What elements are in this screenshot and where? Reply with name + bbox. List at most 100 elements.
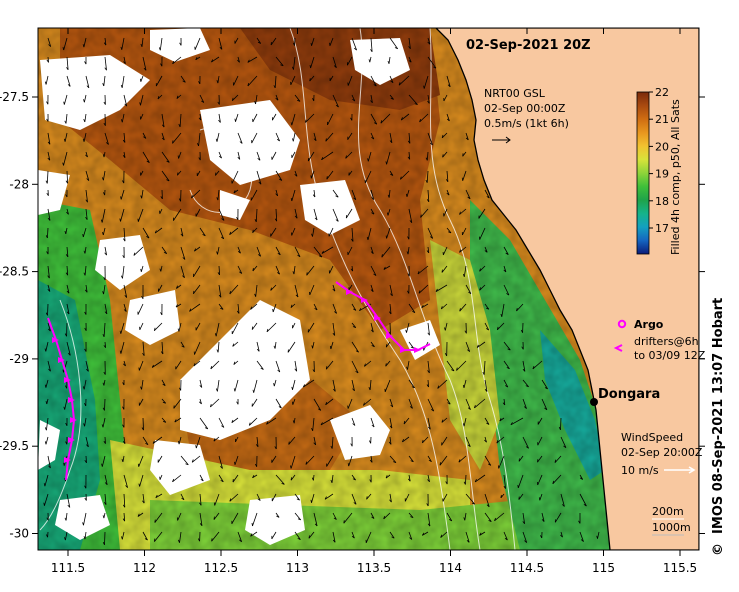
current-vector-head (258, 181, 262, 185)
current-vector (389, 455, 397, 463)
current-vector-head (479, 532, 482, 536)
current-vector-head (172, 60, 175, 64)
current-vector (47, 322, 51, 332)
current-vector-head (83, 118, 86, 123)
current-vector (306, 265, 315, 276)
current-vector-head (270, 287, 272, 291)
current-vector (408, 37, 411, 49)
current-vector (104, 303, 108, 314)
current-vector-head (275, 97, 279, 101)
current-vector (139, 474, 144, 487)
current-vector (256, 436, 259, 447)
current-vector-head (290, 198, 293, 202)
current-vector (498, 455, 505, 469)
current-vector (459, 246, 467, 253)
current-vector-head (544, 407, 548, 411)
current-vector-head (525, 446, 529, 449)
current-vector (427, 246, 430, 253)
current-vector-head (85, 216, 88, 220)
current-vector-head (123, 363, 126, 367)
current-vector (478, 208, 486, 219)
current-vector-head (442, 154, 444, 158)
current-vector-head (370, 251, 374, 254)
current-vector (389, 303, 392, 315)
bathymetry-contours (39, 28, 516, 550)
current-vector-head (406, 251, 409, 255)
current-vector (294, 37, 296, 46)
current-vector-head (281, 483, 285, 485)
current-vector (427, 360, 430, 373)
current-vector-head (104, 482, 108, 486)
current-vector-head (393, 461, 397, 463)
current-vector (484, 417, 490, 425)
current-vector-head (120, 46, 123, 50)
current-vector (275, 170, 283, 181)
current-vector (66, 265, 69, 276)
current-vector-head (335, 219, 339, 222)
current-vector-head (426, 384, 429, 388)
current-vector (310, 170, 315, 179)
current-vector-head (102, 83, 105, 87)
current-vector (370, 189, 375, 200)
current-vector (275, 265, 280, 275)
current-vector (427, 455, 432, 462)
current-vector (275, 132, 280, 142)
current-vector (347, 56, 353, 66)
current-vector (123, 132, 126, 143)
current-vector-head (247, 59, 250, 63)
current-vector (427, 94, 430, 104)
current-vector-head (444, 353, 448, 357)
current-vector (408, 531, 413, 540)
current-vector (199, 474, 204, 482)
current-vector (484, 189, 490, 199)
current-vector (65, 227, 68, 234)
current-vector (351, 531, 355, 539)
current-vector-head (479, 287, 481, 291)
current-vector (370, 417, 375, 428)
current-vector (476, 341, 486, 348)
current-vector (364, 170, 372, 184)
current-vector-head (368, 59, 371, 63)
current-vector (439, 455, 448, 466)
current-vector (66, 493, 71, 508)
current-vector-head (486, 504, 490, 508)
current-vector-head (381, 254, 383, 258)
current-vector (440, 531, 448, 538)
current-vector (210, 398, 220, 408)
current-vector (47, 265, 50, 279)
current-vector (484, 322, 490, 331)
current-vector-head (47, 141, 51, 145)
current-vector-head (175, 304, 178, 308)
current-vector (63, 37, 68, 51)
current-vector-head (102, 231, 104, 236)
current-vector (291, 151, 296, 158)
current-vector-head (419, 118, 421, 123)
current-vector (332, 208, 339, 222)
current-vector (311, 493, 315, 503)
current-vector (237, 132, 243, 144)
current-vector-head (216, 80, 219, 84)
current-vector (510, 417, 524, 426)
current-vector (420, 208, 429, 218)
current-vector (161, 151, 170, 163)
current-vector-head (423, 85, 425, 89)
current-vector (66, 208, 69, 215)
current-vector-head (538, 497, 541, 501)
current-vector (218, 208, 225, 221)
current-vector-head (505, 385, 509, 388)
current-vector (290, 474, 296, 481)
current-vector-head (506, 367, 510, 370)
current-vector (142, 417, 144, 431)
current-vector-head (462, 423, 465, 427)
current-vector-head (385, 475, 388, 479)
current-vector (465, 436, 471, 447)
current-vector-head (252, 389, 255, 393)
current-vector (180, 341, 185, 348)
current-vector (235, 436, 239, 443)
current-vector (532, 360, 543, 370)
current-vector (142, 493, 145, 504)
current-vector (199, 417, 209, 430)
current-vector (180, 265, 185, 278)
current-vector-head (159, 268, 162, 272)
current-vector (140, 170, 144, 176)
